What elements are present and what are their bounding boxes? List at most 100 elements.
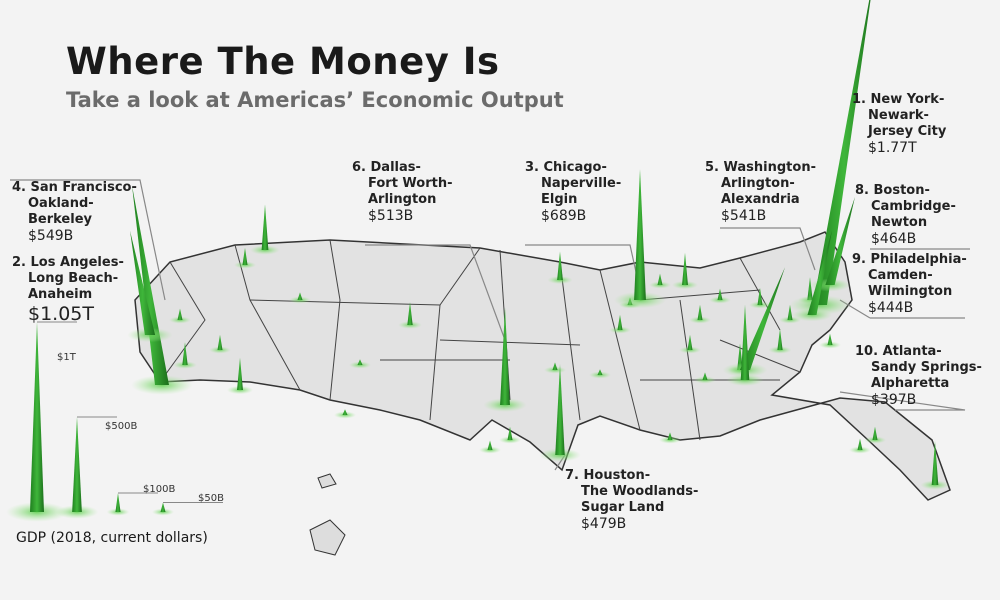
city-name-line: Sugar Land <box>581 500 665 515</box>
city-rank: 1. <box>852 92 866 107</box>
metro-spike <box>217 334 223 350</box>
city-rank: 5. <box>705 160 719 175</box>
metro-spike <box>297 292 303 300</box>
metro-spike <box>242 247 248 265</box>
metro-spike <box>872 426 878 440</box>
page-title: Where The Money Is <box>66 40 500 83</box>
city-label: 6. Dallas- Fort Worth- Arlington $513B <box>352 160 453 224</box>
metro-spike <box>357 359 363 365</box>
legend-spike <box>115 493 121 512</box>
city-name-line: Long Beach- <box>28 271 119 286</box>
city-spike <box>500 307 510 405</box>
hawaii-small <box>317 473 337 489</box>
metro-spike <box>177 308 183 320</box>
city-name-line: Alexandria <box>721 192 800 207</box>
metro-spike <box>407 302 413 325</box>
metro-spike <box>237 357 243 390</box>
legend-label: $1T <box>57 352 76 363</box>
city-name-line: Anaheim <box>28 287 93 302</box>
metro-spike <box>757 287 763 305</box>
city-gdp: $464B <box>871 231 917 247</box>
city-label: 9. Philadelphia- Camden- Wilmington $444B <box>852 252 967 316</box>
city-spike <box>740 304 750 380</box>
city-name-line: Philadelphia- <box>870 252 967 267</box>
city-spike <box>555 363 565 455</box>
city-rank: 6. <box>352 160 366 175</box>
city-name-line: Berkeley <box>28 212 92 227</box>
city-name-line: Sandy Springs- <box>871 360 982 375</box>
metro-spike <box>697 304 703 320</box>
city-name-line: Cambridge- <box>871 199 956 214</box>
us-mainland <box>134 231 951 501</box>
city-gdp: $397B <box>871 392 917 408</box>
metro-spike <box>557 251 563 280</box>
metro-spike <box>702 372 708 380</box>
city-gdp: $541B <box>721 208 767 224</box>
metro-spike <box>657 273 663 285</box>
metro-spike <box>487 440 493 450</box>
legend-spikes <box>6 321 223 522</box>
city-name-line: San Francisco- <box>30 180 137 195</box>
city-gdp: $513B <box>368 208 414 224</box>
city-name-line: Washington- <box>723 160 816 175</box>
city-name-line: Los Angeles- <box>30 255 124 270</box>
city-spike <box>739 267 785 370</box>
city-name-line: Newton <box>871 215 928 230</box>
city-name-line: Camden- <box>868 268 933 283</box>
city-rank: 10. <box>855 344 879 359</box>
city-rank: 2. <box>12 255 26 270</box>
metro-spike <box>182 342 188 365</box>
city-label: 2. Los Angeles- Long Beach- Anaheim $1.05T <box>12 255 124 325</box>
metro-spike <box>931 441 939 485</box>
city-label: 8. Boston- Cambridge- Newton $464B <box>855 183 956 247</box>
metro-spike <box>827 333 833 345</box>
metro-spike <box>342 409 348 415</box>
city-label: 10. Atlanta- Sandy Springs- Alpharetta $397… <box>855 344 982 408</box>
city-gdp: $689B <box>541 208 587 224</box>
city-name-line: Boston- <box>873 183 930 198</box>
city-name-line: Arlington- <box>721 176 795 191</box>
city-rank: 8. <box>855 183 869 198</box>
city-spike <box>813 0 871 305</box>
city-label: 4. San Francisco- Oakland- Berkeley $549B <box>12 180 137 244</box>
metro-spike <box>717 288 723 300</box>
legend-label: $50B <box>198 493 224 504</box>
city-label: 3. Chicago- Naperville- Elgin $689B <box>525 160 621 224</box>
metro-spike <box>777 329 783 350</box>
legend-label: $500B <box>105 421 138 432</box>
legend-spike <box>30 322 44 512</box>
city-gdp: $1.77T <box>868 140 917 156</box>
legend-spike <box>160 502 166 512</box>
city-spike <box>807 230 832 315</box>
metro-spike <box>552 362 558 370</box>
city-spike <box>130 230 156 335</box>
metro-spike <box>682 252 688 285</box>
city-name-line: Oakland- <box>28 196 94 211</box>
legend-title: GDP (2018, current dollars) <box>16 530 208 546</box>
city-name-line: Dallas- <box>370 160 421 175</box>
city-rank: 7. <box>565 468 579 483</box>
city-name-line: Wilmington <box>868 284 953 299</box>
city-name-line: Atlanta- <box>882 344 942 359</box>
metro-spike <box>507 426 513 440</box>
city-name-line: Newark- <box>868 108 929 123</box>
city-spike <box>634 169 646 300</box>
city-label: 7. Houston- The Woodlands- Sugar Land $479B <box>565 468 698 532</box>
metro-spike <box>597 369 603 375</box>
city-gdp: $549B <box>28 228 74 244</box>
city-rank: 3. <box>525 160 539 175</box>
legend-spike <box>72 417 82 512</box>
city-name-line: Jersey City <box>868 124 947 139</box>
metro-spike <box>857 438 863 450</box>
city-name-line: The Woodlands- <box>581 484 699 499</box>
hawaii <box>309 519 346 556</box>
city-rank: 4. <box>12 180 26 195</box>
metro-spike <box>261 204 269 250</box>
gdp-spikes <box>127 0 950 490</box>
city-label: 5. Washington- Arlington- Alexandria $541B <box>705 160 816 224</box>
metro-spike <box>787 304 793 320</box>
metro-spike <box>617 314 623 330</box>
city-spike <box>825 196 855 285</box>
